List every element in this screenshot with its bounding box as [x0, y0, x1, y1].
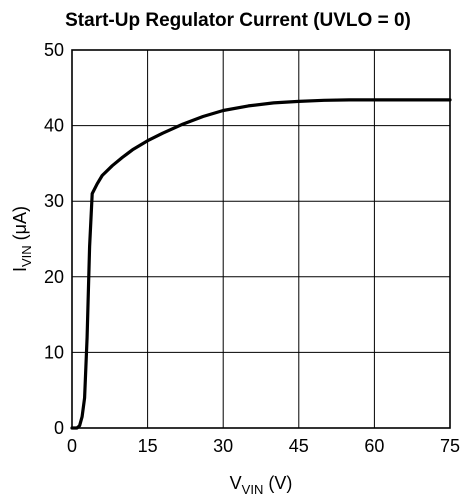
y-tick-label: 0 [54, 418, 64, 438]
x-tick-label: 75 [440, 436, 460, 456]
x-axis-label: VVIN (V) [230, 473, 293, 497]
x-tick-labels: 0 15 30 45 60 75 [67, 436, 460, 456]
y-tick-label: 10 [44, 342, 64, 362]
plot-frame [71, 49, 451, 429]
x-tick-label: 0 [67, 436, 77, 456]
y-axis-label: IVIN (μA) [10, 206, 34, 272]
x-tick-label: 45 [289, 436, 309, 456]
x-tick-label: 60 [364, 436, 384, 456]
y-tick-label: 40 [44, 116, 64, 136]
y-tick-label: 50 [44, 40, 64, 60]
series-line [70, 98, 452, 430]
grid-lines [71, 49, 451, 429]
x-tick-label: 30 [213, 436, 233, 456]
chart-title: Start-Up Regulator Current (UVLO = 0) [65, 10, 411, 31]
y-tick-label: 20 [44, 267, 64, 287]
x-tick-label: 15 [138, 436, 158, 456]
y-tick-labels: 0 10 20 30 40 50 [44, 40, 64, 438]
y-tick-label: 30 [44, 191, 64, 211]
